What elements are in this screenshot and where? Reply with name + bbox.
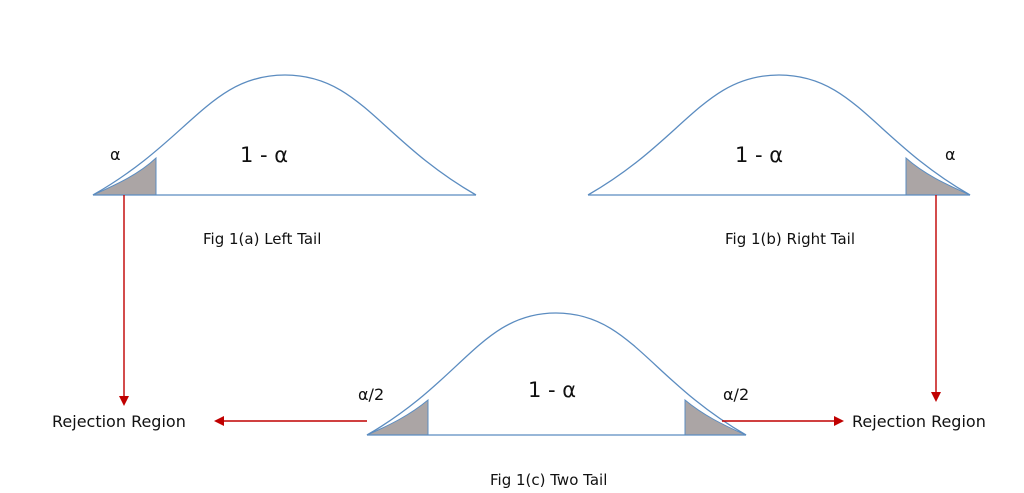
two-tail-left-alpha-label: α/2 [358, 385, 384, 404]
left-tail-center-label: 1 - α [240, 143, 288, 167]
two-tail-figure: α/2 α/2 1 - α Fig 1(c) Two Tail [358, 312, 749, 489]
two-tail-curve [366, 312, 747, 436]
right-tail-caption: Fig 1(b) Right Tail [725, 230, 855, 248]
left-horizontal-arrow-head [214, 416, 224, 426]
rejection-arrows [119, 195, 941, 426]
right-horizontal-arrow-head [834, 416, 844, 426]
two-tail-left-shaded-region [366, 398, 429, 436]
right-tail-curve [587, 74, 971, 196]
left-tail-shaded-region [92, 156, 157, 196]
two-tail-caption: Fig 1(c) Two Tail [490, 471, 607, 489]
right-rejection-region-label: Rejection Region [852, 412, 986, 431]
right-tail-figure: α 1 - α Fig 1(b) Right Tail [587, 74, 971, 248]
right-tail-center-label: 1 - α [735, 143, 783, 167]
left-tail-caption: Fig 1(a) Left Tail [203, 230, 321, 248]
left-tail-alpha-label: α [110, 145, 121, 164]
two-tail-right-alpha-label: α/2 [723, 385, 749, 404]
left-vertical-arrow-head [119, 396, 129, 406]
two-tail-center-label: 1 - α [528, 378, 576, 402]
left-rejection-region-label: Rejection Region [52, 412, 186, 431]
right-tail-alpha-label: α [945, 145, 956, 164]
right-vertical-arrow-head [931, 392, 941, 402]
left-tail-curve [92, 74, 477, 196]
left-tail-figure: α 1 - α Fig 1(a) Left Tail [92, 74, 477, 248]
